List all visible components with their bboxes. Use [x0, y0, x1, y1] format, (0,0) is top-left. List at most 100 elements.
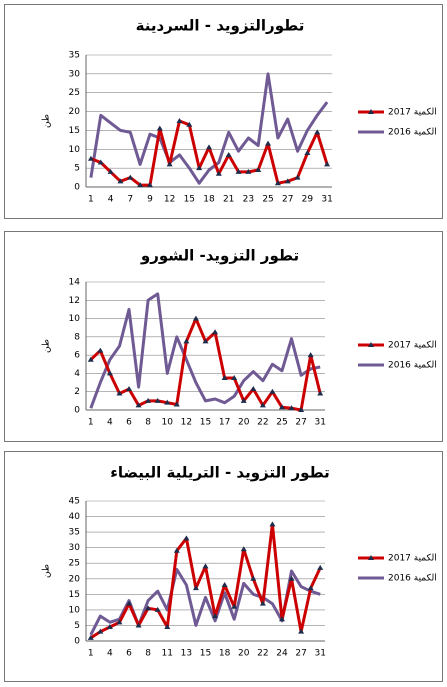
x-tick-label: 15 [200, 649, 211, 659]
point-marker [274, 180, 281, 186]
panel [4, 451, 443, 682]
x-tick-label: 4 [107, 649, 113, 659]
point-marker [225, 151, 232, 157]
y-tick-label: 6 [74, 351, 80, 361]
point-marker [107, 168, 114, 174]
point-marker [269, 521, 276, 527]
legend-label: الكمية 2016 [388, 128, 437, 138]
y-tick-label: 5 [74, 164, 80, 174]
point-marker [317, 564, 324, 570]
point-marker [259, 402, 266, 408]
y-tick-label: 5 [74, 621, 80, 631]
point-marker [304, 150, 311, 156]
legend-marker [368, 109, 374, 114]
y-axis-label: طن [42, 339, 52, 353]
y-tick-label: 45 [69, 497, 80, 507]
y-tick-label: 10 [69, 605, 81, 615]
point-marker [221, 375, 228, 380]
point-marker [97, 159, 104, 165]
x-tick-label: 27 [295, 649, 306, 659]
point-marker [196, 165, 203, 171]
point-marker [97, 628, 104, 634]
point-marker [186, 121, 193, 127]
point-marker [307, 352, 314, 358]
x-tick-label: 31 [314, 418, 325, 428]
y-tick-label: 35 [69, 528, 80, 538]
point-marker [240, 397, 247, 403]
x-tick-label: 7 [127, 195, 133, 205]
x-tick-label: 8 [145, 418, 151, 428]
x-tick-label: 20 [238, 418, 250, 428]
y-tick-label: 10 [69, 145, 81, 155]
y-tick-label: 12 [69, 296, 80, 306]
y-tick-label: 2 [74, 387, 80, 397]
point-marker [164, 624, 171, 629]
series-line [89, 72, 329, 185]
y-tick-label: 15 [69, 126, 80, 136]
x-tick-label: 24 [276, 649, 288, 659]
x-tick-label: 27 [282, 195, 293, 205]
point-marker [202, 338, 209, 344]
y-tick-label: 15 [69, 590, 80, 600]
point-marker [215, 170, 222, 176]
y-tick-label: 35 [69, 51, 80, 61]
point-marker [135, 402, 142, 408]
chart-title: تطور التزويد - التريلية البيضاء [110, 464, 330, 482]
y-tick-label: 20 [69, 574, 81, 584]
point-marker [173, 401, 180, 407]
point-marker [317, 390, 324, 396]
series-line [89, 292, 321, 409]
y-tick-label: 8 [74, 332, 80, 342]
point-marker [245, 168, 252, 174]
y-tick-label: 0 [74, 183, 80, 193]
x-tick-label: 23 [243, 195, 254, 205]
y-tick-label: 20 [69, 107, 81, 117]
point-marker [231, 375, 238, 380]
point-marker [127, 174, 134, 180]
point-marker [221, 582, 228, 587]
x-tick-label: 12 [181, 418, 192, 428]
y-tick-label: 40 [69, 512, 81, 522]
x-tick-label: 10 [162, 418, 174, 428]
point-marker [183, 535, 190, 541]
point-marker [284, 178, 291, 184]
point-marker [307, 585, 314, 591]
legend-label: الكمية 2016 [388, 574, 437, 584]
x-tick-label: 6 [126, 418, 132, 428]
point-marker [126, 385, 133, 391]
x-tick-label: 25 [276, 418, 287, 428]
point-marker [145, 605, 152, 611]
y-tick-label: 25 [69, 88, 80, 98]
x-tick-label: 1 [88, 418, 94, 428]
point-marker [202, 563, 209, 569]
point-marker [269, 388, 276, 394]
x-tick-label: 18 [203, 195, 215, 205]
legend-marker [368, 555, 374, 560]
point-marker [154, 606, 161, 612]
point-marker [135, 622, 142, 628]
legend-label: الكمية 2016 [388, 361, 437, 371]
y-tick-label: 0 [74, 406, 80, 416]
x-tick-label: 6 [126, 649, 132, 659]
x-tick-label: 12 [164, 195, 175, 205]
x-tick-label: 31 [321, 195, 332, 205]
y-tick-label: 14 [69, 278, 81, 288]
point-marker [206, 144, 212, 150]
panel [4, 231, 443, 442]
y-axis-label: طن [42, 564, 52, 578]
x-tick-label: 15 [184, 195, 195, 205]
x-tick-label: 15 [200, 418, 211, 428]
point-marker [288, 405, 295, 411]
point-marker [294, 174, 301, 180]
point-marker [183, 338, 190, 344]
point-marker [212, 613, 219, 619]
point-marker [298, 628, 305, 634]
x-tick-label: 22 [257, 418, 268, 428]
x-tick-label: 1 [88, 195, 94, 205]
x-tick-label: 4 [108, 195, 114, 205]
x-tick-label: 27 [295, 418, 306, 428]
point-marker [250, 385, 257, 391]
x-tick-label: 29 [302, 195, 314, 205]
point-marker [126, 600, 133, 606]
x-tick-label: 20 [238, 649, 250, 659]
